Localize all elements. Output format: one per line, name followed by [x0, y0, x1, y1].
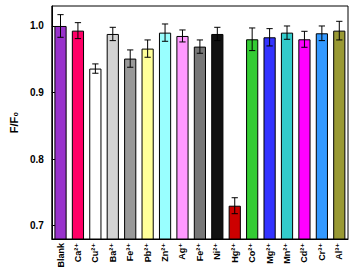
- svg-text:Mn²⁺: Mn²⁺: [282, 243, 292, 264]
- svg-text:Cd²⁺: Cd²⁺: [299, 243, 309, 263]
- svg-text:Co²⁺: Co²⁺: [247, 243, 257, 263]
- svg-text:Ba²⁺: Ba²⁺: [108, 243, 118, 263]
- svg-text:0.9: 0.9: [30, 87, 44, 98]
- svg-text:Fe³⁺: Fe³⁺: [125, 243, 135, 262]
- svg-text:Fe²⁺: Fe²⁺: [195, 243, 205, 262]
- svg-text:Ag⁺: Ag⁺: [177, 243, 187, 260]
- svg-text:1.0: 1.0: [30, 20, 44, 31]
- svg-text:Zn²⁺: Zn²⁺: [160, 243, 170, 262]
- svg-text:Al³⁺: Al³⁺: [334, 243, 344, 260]
- svg-text:Blank: Blank: [56, 242, 66, 268]
- svg-text:Hg²⁺: Hg²⁺: [230, 243, 240, 263]
- svg-text:F/F₀: F/F₀: [8, 112, 20, 133]
- svg-text:Ca²⁺: Ca²⁺: [73, 243, 83, 263]
- svg-text:Cu²⁺: Cu²⁺: [90, 243, 100, 263]
- svg-text:0.7: 0.7: [30, 220, 44, 231]
- svg-text:Mg²⁺: Mg²⁺: [265, 243, 275, 264]
- svg-text:0.8: 0.8: [30, 154, 44, 165]
- svg-text:Ni²⁺: Ni²⁺: [212, 243, 222, 260]
- svg-text:Cr³⁺: Cr³⁺: [317, 243, 327, 261]
- svg-text:Pb²⁺: Pb²⁺: [143, 243, 153, 262]
